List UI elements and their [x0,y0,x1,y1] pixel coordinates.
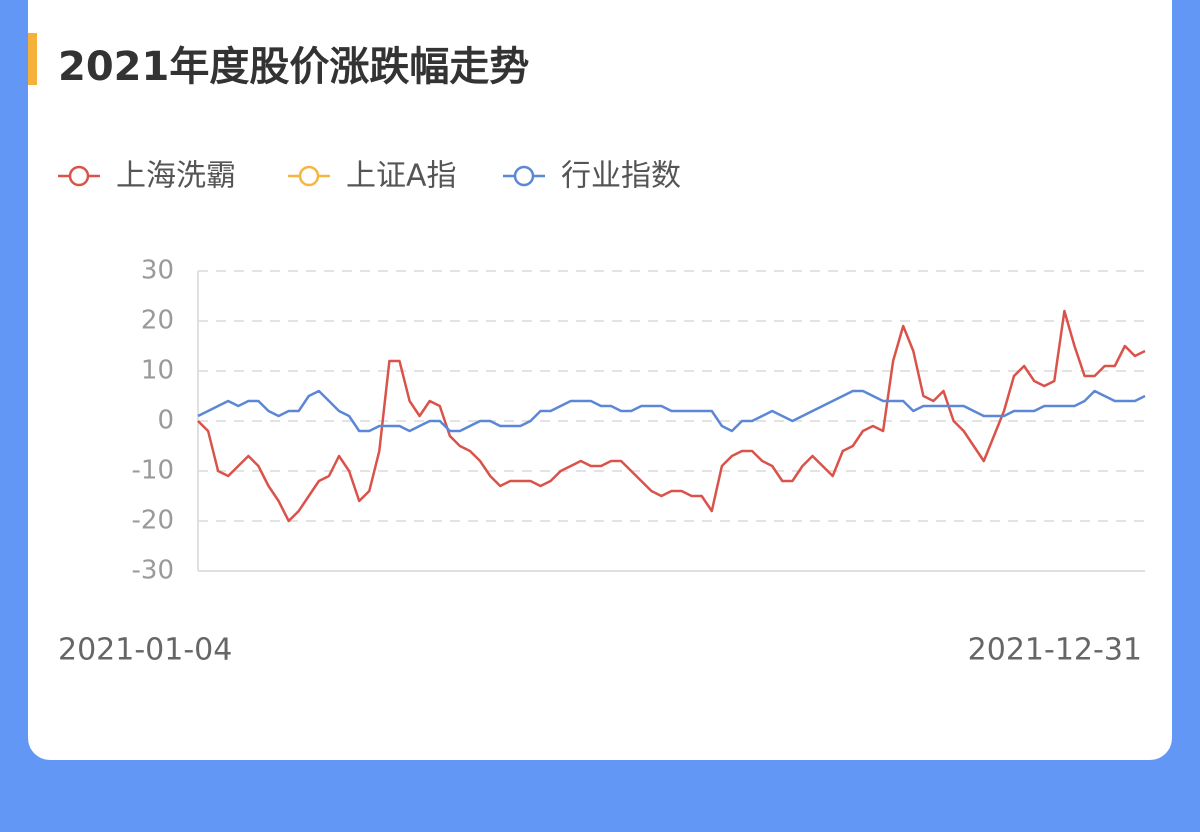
legend-label: 上证A指 [346,159,457,194]
legend-marker [513,165,535,187]
y-tick-label: 10 [141,356,174,386]
y-tick-label: -10 [132,456,174,486]
y-tick-label: 20 [141,306,174,336]
series-line [197,389,1146,433]
y-tick-label: 0 [157,406,174,436]
legend-marker [68,165,90,187]
chart-title: 2021年度股价涨跌幅走势 [58,44,530,90]
x-tick-label: 2021-12-31 [968,633,1142,668]
title-accent [28,33,37,85]
y-tick-label: -20 [132,506,174,536]
legend-label: 上海洗霸 [116,159,236,194]
legend-label: 行业指数 [561,159,681,194]
series-line [197,309,1146,523]
y-tick-label: -30 [132,556,174,586]
y-tick-label: 30 [141,256,174,286]
x-tick-label: 2021-01-04 [58,633,232,668]
legend-marker [298,165,320,187]
card [28,0,1172,760]
